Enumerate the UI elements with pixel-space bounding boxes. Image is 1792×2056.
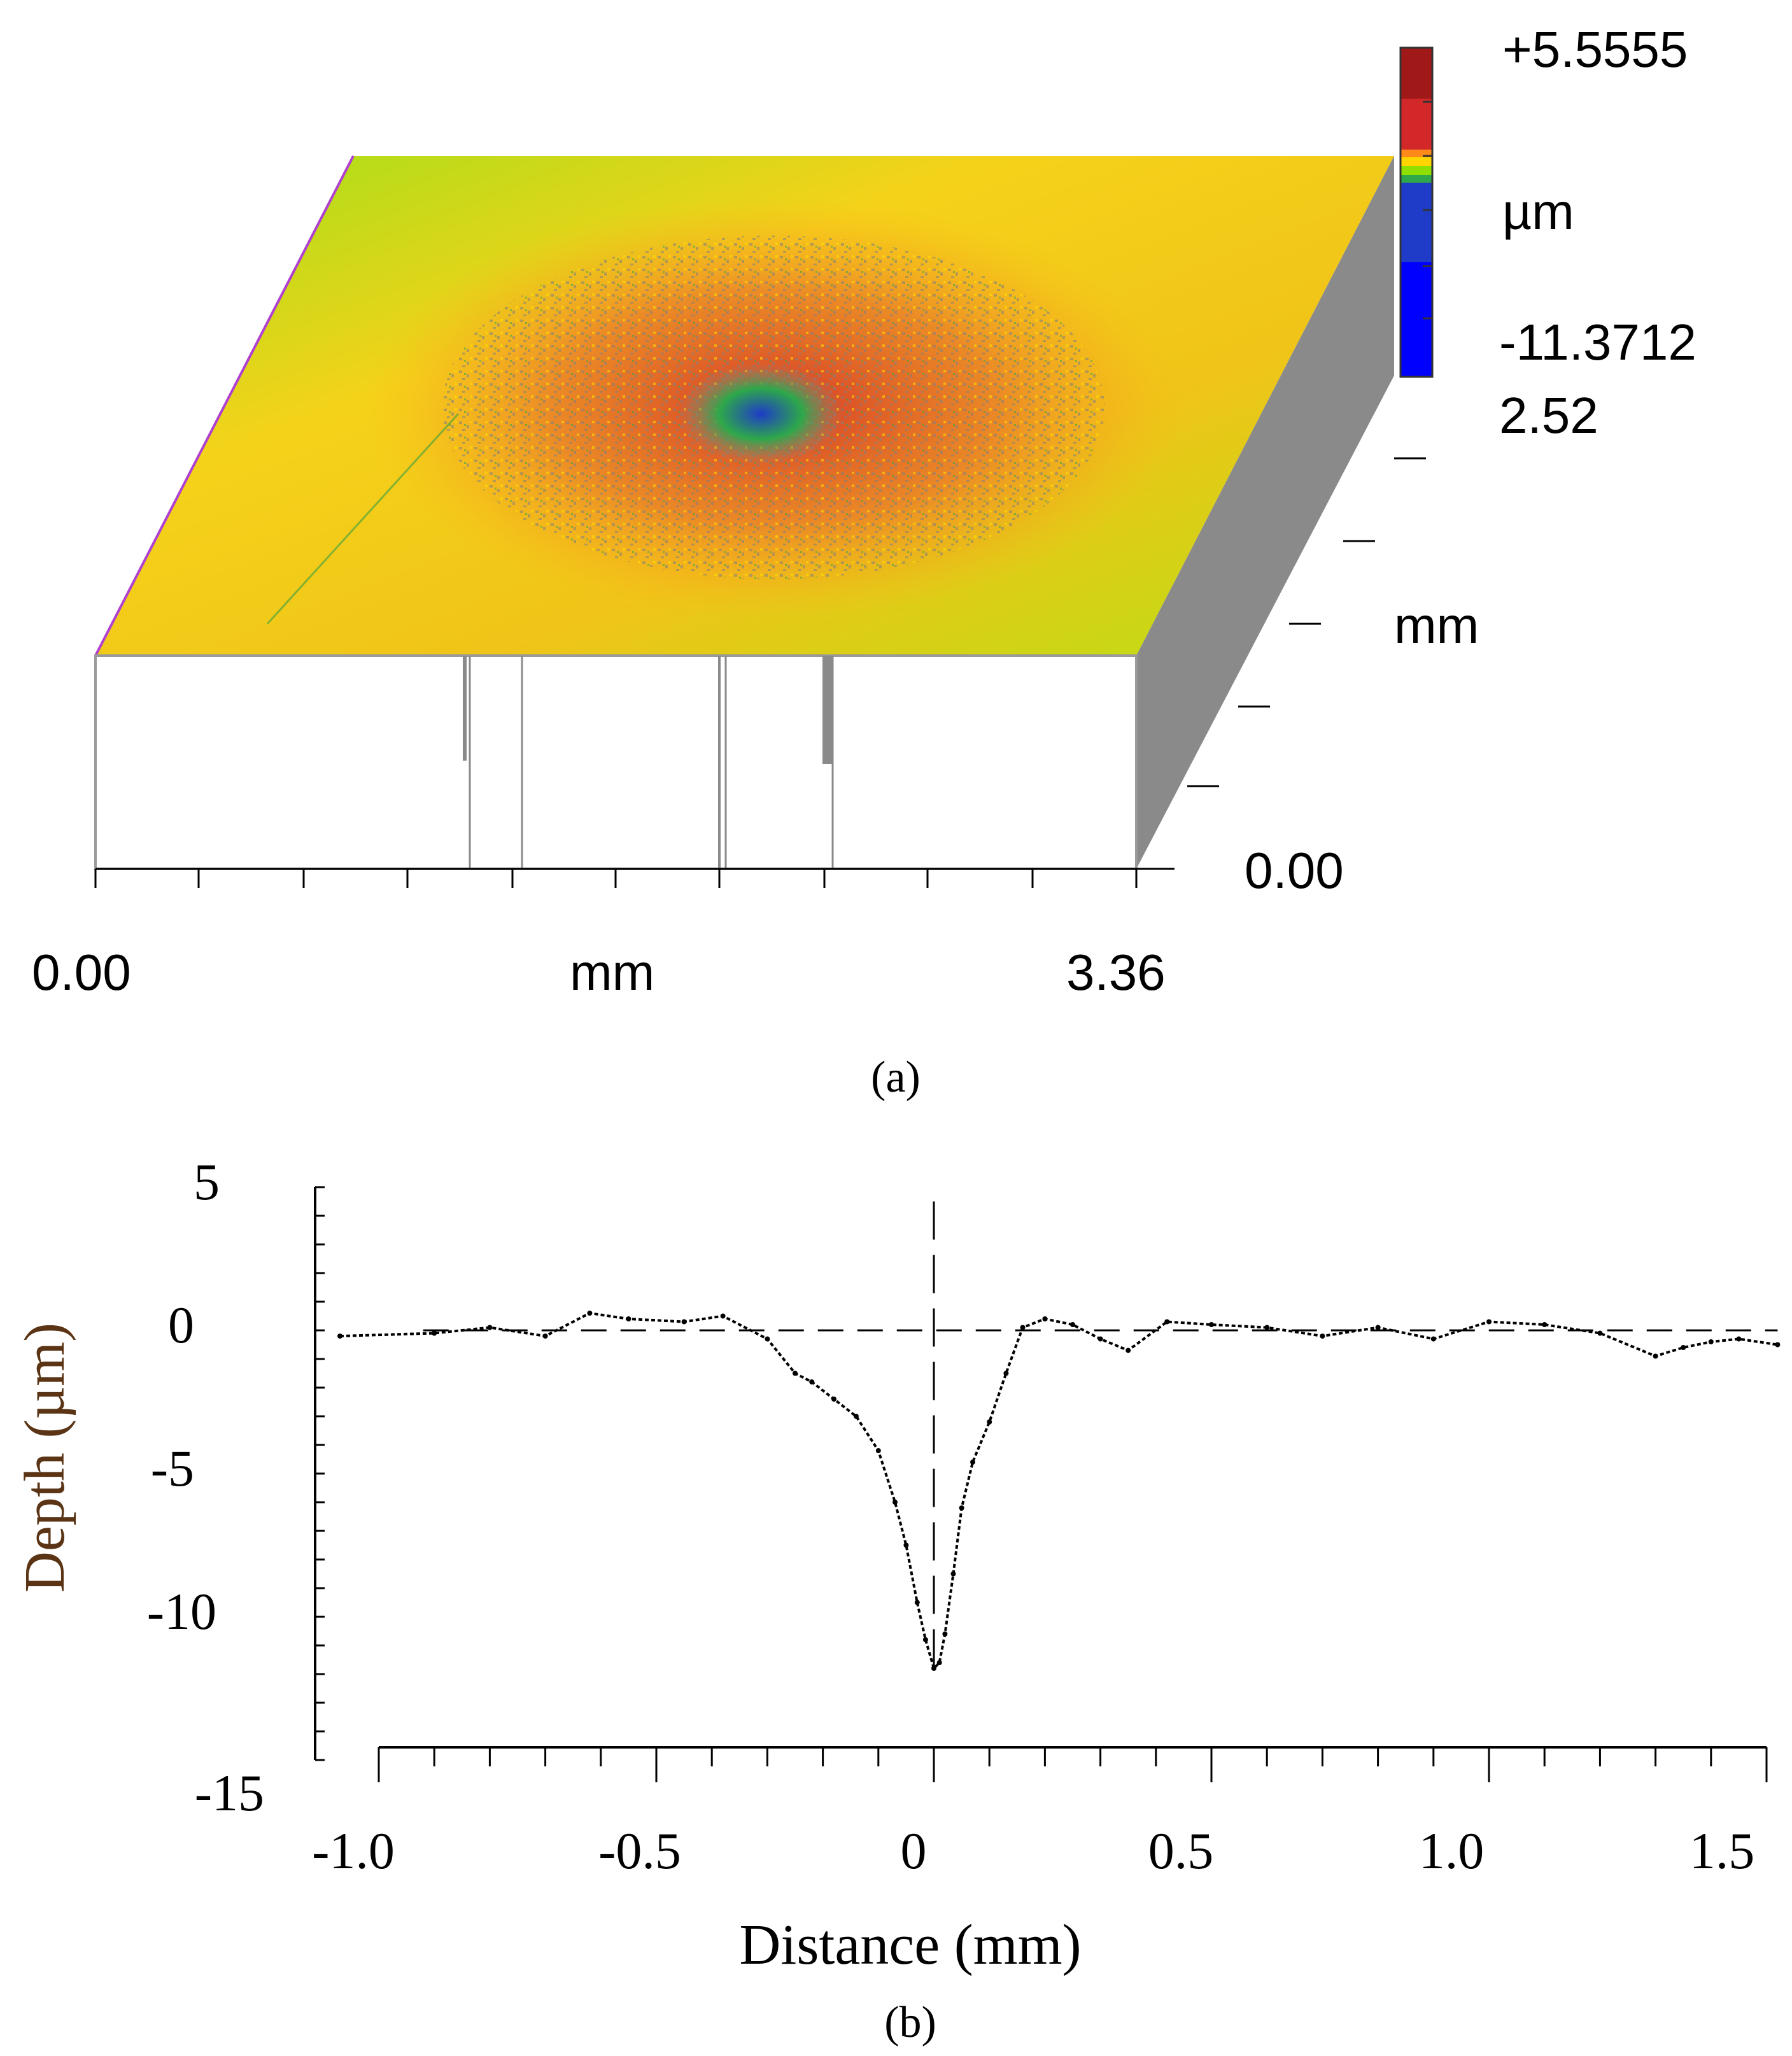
data-point xyxy=(914,1600,920,1605)
y-axis-unit-label: mm xyxy=(1394,597,1479,654)
data-point xyxy=(432,1330,437,1336)
data-point xyxy=(1708,1339,1714,1344)
data-point xyxy=(1209,1322,1214,1327)
data-point xyxy=(1653,1353,1658,1359)
data-point xyxy=(831,1397,836,1402)
data-point xyxy=(1042,1316,1048,1321)
data-point xyxy=(1681,1345,1686,1350)
y-tick-label: 5 xyxy=(194,1153,220,1211)
y-tick-label: 0 xyxy=(168,1296,194,1354)
surface-front-face xyxy=(94,654,1138,870)
colorbar-segment xyxy=(1400,99,1432,150)
y-tick-label: -5 xyxy=(151,1439,194,1497)
x-axis-max-label: 3.36 xyxy=(1066,944,1166,1001)
surface-3d-panel: +5.5555 µm -11.3712 2.52 mm 0.00 0.00 mm… xyxy=(32,21,1697,1102)
surface-left-edge xyxy=(94,155,355,656)
data-point xyxy=(931,1666,936,1671)
data-point xyxy=(1070,1322,1075,1327)
pit-center xyxy=(678,363,843,465)
y-axis-min-label: 0.00 xyxy=(1245,842,1344,899)
colorbar-segment xyxy=(1400,183,1432,262)
data-point xyxy=(942,1631,948,1637)
data-point xyxy=(950,1571,956,1577)
data-point xyxy=(903,1542,909,1548)
data-point xyxy=(1164,1319,1170,1325)
data-point xyxy=(1375,1325,1381,1330)
data-point xyxy=(1430,1336,1436,1342)
panel-a-caption: (a) xyxy=(871,1053,921,1102)
profile-x-minor-ticks xyxy=(377,1747,1768,1782)
x-tick-label: 0.5 xyxy=(1148,1822,1214,1880)
colorbar-unit-label: µm xyxy=(1502,183,1574,240)
depth-profile-series xyxy=(337,1311,1781,1671)
x-tick-label: 0 xyxy=(901,1822,927,1880)
data-point xyxy=(853,1414,859,1419)
front-face-spikes xyxy=(463,656,834,869)
x-axis-min-label: 0.00 xyxy=(32,944,131,1001)
y-axis-max-label: 2.52 xyxy=(1499,387,1598,444)
data-point xyxy=(936,1660,942,1665)
surface-x-axis xyxy=(94,868,1138,888)
colorbar-max-label: +5.5555 xyxy=(1502,21,1688,78)
data-point xyxy=(587,1311,593,1316)
surface-side-face xyxy=(1136,156,1394,869)
data-point xyxy=(337,1334,342,1339)
colorbar-segment xyxy=(1400,48,1432,99)
y-tick-label: -15 xyxy=(195,1764,264,1822)
profile-y-minor-ticks xyxy=(315,1186,325,1761)
data-point xyxy=(1264,1325,1270,1330)
colorbar xyxy=(1399,46,1434,378)
data-point xyxy=(542,1334,548,1339)
y-tick-label: -10 xyxy=(147,1582,216,1640)
colorbar-min-label: -11.3712 xyxy=(1499,314,1697,370)
x-tick-label: 1.5 xyxy=(1690,1822,1755,1880)
x-tick-label: -1.0 xyxy=(312,1822,395,1880)
data-point xyxy=(1125,1348,1131,1353)
y-axis-title: Depth (µm) xyxy=(13,1323,76,1593)
colorbar-segment xyxy=(1400,166,1432,175)
colorbar-segment xyxy=(1400,262,1432,377)
data-point xyxy=(1542,1322,1548,1327)
data-point xyxy=(1736,1336,1742,1342)
data-point xyxy=(720,1313,726,1319)
series-line xyxy=(339,1311,1778,1671)
data-point xyxy=(1597,1330,1603,1336)
x-tick-label: -0.5 xyxy=(598,1822,681,1880)
data-point xyxy=(892,1500,898,1505)
x-tick-label: 1.0 xyxy=(1419,1822,1485,1880)
data-point xyxy=(626,1316,631,1321)
data-point xyxy=(1320,1334,1325,1339)
data-point xyxy=(1097,1336,1103,1342)
x-axis-unit-label: mm xyxy=(570,944,654,1001)
data-point xyxy=(1003,1370,1009,1376)
data-point xyxy=(970,1460,975,1465)
data-point xyxy=(809,1379,815,1384)
data-point xyxy=(793,1370,798,1376)
colorbar-segment xyxy=(1400,175,1432,183)
profile-chart: 5 0 -5 -10 -15 -1.0 -0.5 0 0.5 1.0 1.5 D… xyxy=(13,1153,1781,2047)
data-point xyxy=(1020,1325,1026,1330)
surface-y-axis xyxy=(1136,457,1426,870)
data-point xyxy=(1486,1319,1492,1325)
data-point xyxy=(487,1325,493,1330)
data-point xyxy=(922,1637,928,1642)
data-point xyxy=(681,1319,687,1325)
panel-b-caption: (b) xyxy=(884,1998,936,2047)
data-point xyxy=(959,1505,964,1510)
data-point xyxy=(875,1448,881,1453)
data-point xyxy=(1775,1342,1781,1348)
colorbar-segment xyxy=(1400,157,1432,166)
x-axis-title: Distance (mm) xyxy=(739,1913,1081,1976)
data-point xyxy=(765,1336,770,1342)
data-point xyxy=(987,1419,992,1425)
surface-scratch xyxy=(266,412,460,625)
